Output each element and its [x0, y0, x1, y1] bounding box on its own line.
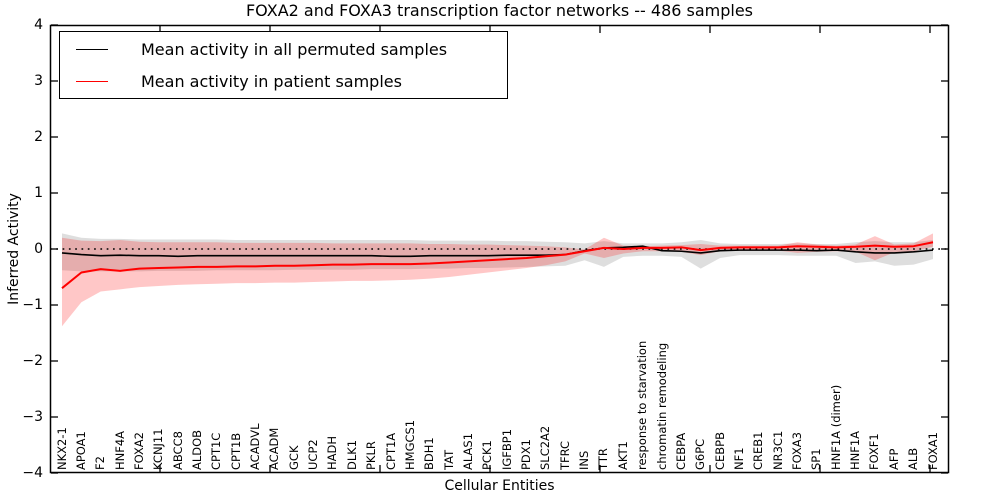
x-category-label: CEBPB: [712, 431, 727, 470]
legend-label-permuted: Mean activity in all permuted samples: [141, 39, 448, 59]
x-category-label: NKX2-1: [54, 427, 69, 470]
x-category-label: CPT1C: [209, 432, 224, 470]
x-category-label: HNF1A: [848, 430, 863, 470]
patient-band: [62, 233, 933, 327]
x-category-label: ALAS1: [460, 432, 475, 470]
x-category-label: BDH1: [422, 437, 437, 470]
x-category-label: PDX1: [519, 439, 534, 470]
x-category-label: SLC2A2: [538, 425, 553, 470]
x-category-label: G6PC: [693, 438, 708, 470]
x-category-label: TFRC: [557, 440, 572, 470]
x-category-label: SP1: [809, 448, 824, 470]
y-tick-label: 4: [34, 17, 43, 33]
x-category-label: F2: [93, 456, 108, 470]
patient-line-swatch: [76, 80, 108, 82]
y-tick-label: −3: [22, 409, 43, 425]
plot-frame: [49, 24, 950, 474]
permuted-line-swatch: [76, 48, 108, 50]
x-category-label: TAT: [441, 449, 456, 470]
x-category-label: HMGCS1: [402, 419, 417, 470]
x-category-label: IGFBP1: [499, 428, 514, 470]
x-category-label: ALDOB: [189, 429, 204, 470]
x-category-label: UCP2: [306, 439, 321, 470]
permuted-band: [62, 233, 933, 272]
x-category-label: ACADVL: [248, 423, 263, 471]
x-category-label: NF1: [731, 447, 746, 470]
x-category-label: ALB: [906, 447, 921, 470]
y-tick-label: −2: [22, 353, 43, 369]
x-category-label: PKLR: [364, 441, 379, 470]
x-category-label: CREB1: [751, 431, 766, 471]
x-category-label: KCNJ11: [151, 428, 166, 470]
y-tick-label: 3: [34, 73, 43, 89]
x-category-label: chromatin remodeling: [654, 342, 669, 470]
x-category-label: NR3C1: [770, 430, 785, 470]
legend-label-patient: Mean activity in patient samples: [141, 71, 402, 91]
y-tick-label: 0: [34, 241, 43, 257]
x-category-label: HADH: [325, 435, 340, 470]
y-tick-label: −1: [22, 297, 43, 313]
legend-item-patient: Mean activity in patient samples: [60, 66, 507, 96]
x-category-label: CPT1A: [383, 432, 398, 470]
legend-item-permuted: Mean activity in all permuted samples: [60, 34, 507, 64]
chart-title: FOXA2 and FOXA3 transcription factor net…: [245, 1, 754, 20]
x-category-label: FOXA2: [131, 432, 146, 470]
x-category-label: DLK1: [344, 439, 359, 470]
x-category-label: PCK1: [480, 440, 495, 470]
x-category-label: HNF1A (dimer): [828, 384, 843, 470]
x-category-label: ACADM: [267, 427, 282, 470]
y-tick-label: 2: [34, 129, 43, 145]
x-category-label: CEBPA: [673, 432, 688, 470]
legend-box: Mean activity in all permuted samples Me…: [59, 31, 508, 99]
x-category-label: FOXA1: [925, 432, 940, 470]
x-category-label: AKT1: [615, 441, 630, 470]
patient-mean-line: [61, 241, 934, 289]
x-category-label: INS: [577, 450, 592, 470]
x-axis-label: Cellular Entities: [444, 478, 555, 494]
x-category-label: HNF4A: [112, 430, 127, 470]
x-category-label: AFP: [886, 448, 901, 470]
x-category-label: response to starvation: [635, 340, 650, 470]
x-category-label: TTR: [596, 448, 611, 470]
x-category-label: FOXF1: [867, 433, 882, 470]
x-category-label: CPT1B: [228, 432, 243, 470]
x-category-label: GCK: [286, 445, 301, 470]
x-category-label: FOXA3: [790, 432, 804, 470]
y-tick-label: −4: [22, 465, 43, 481]
permuted-mean-line: [61, 245, 934, 258]
x-category-label: ABCC8: [170, 431, 185, 470]
x-category-label: APOA1: [73, 431, 88, 470]
y-tick-label: 1: [34, 185, 43, 201]
